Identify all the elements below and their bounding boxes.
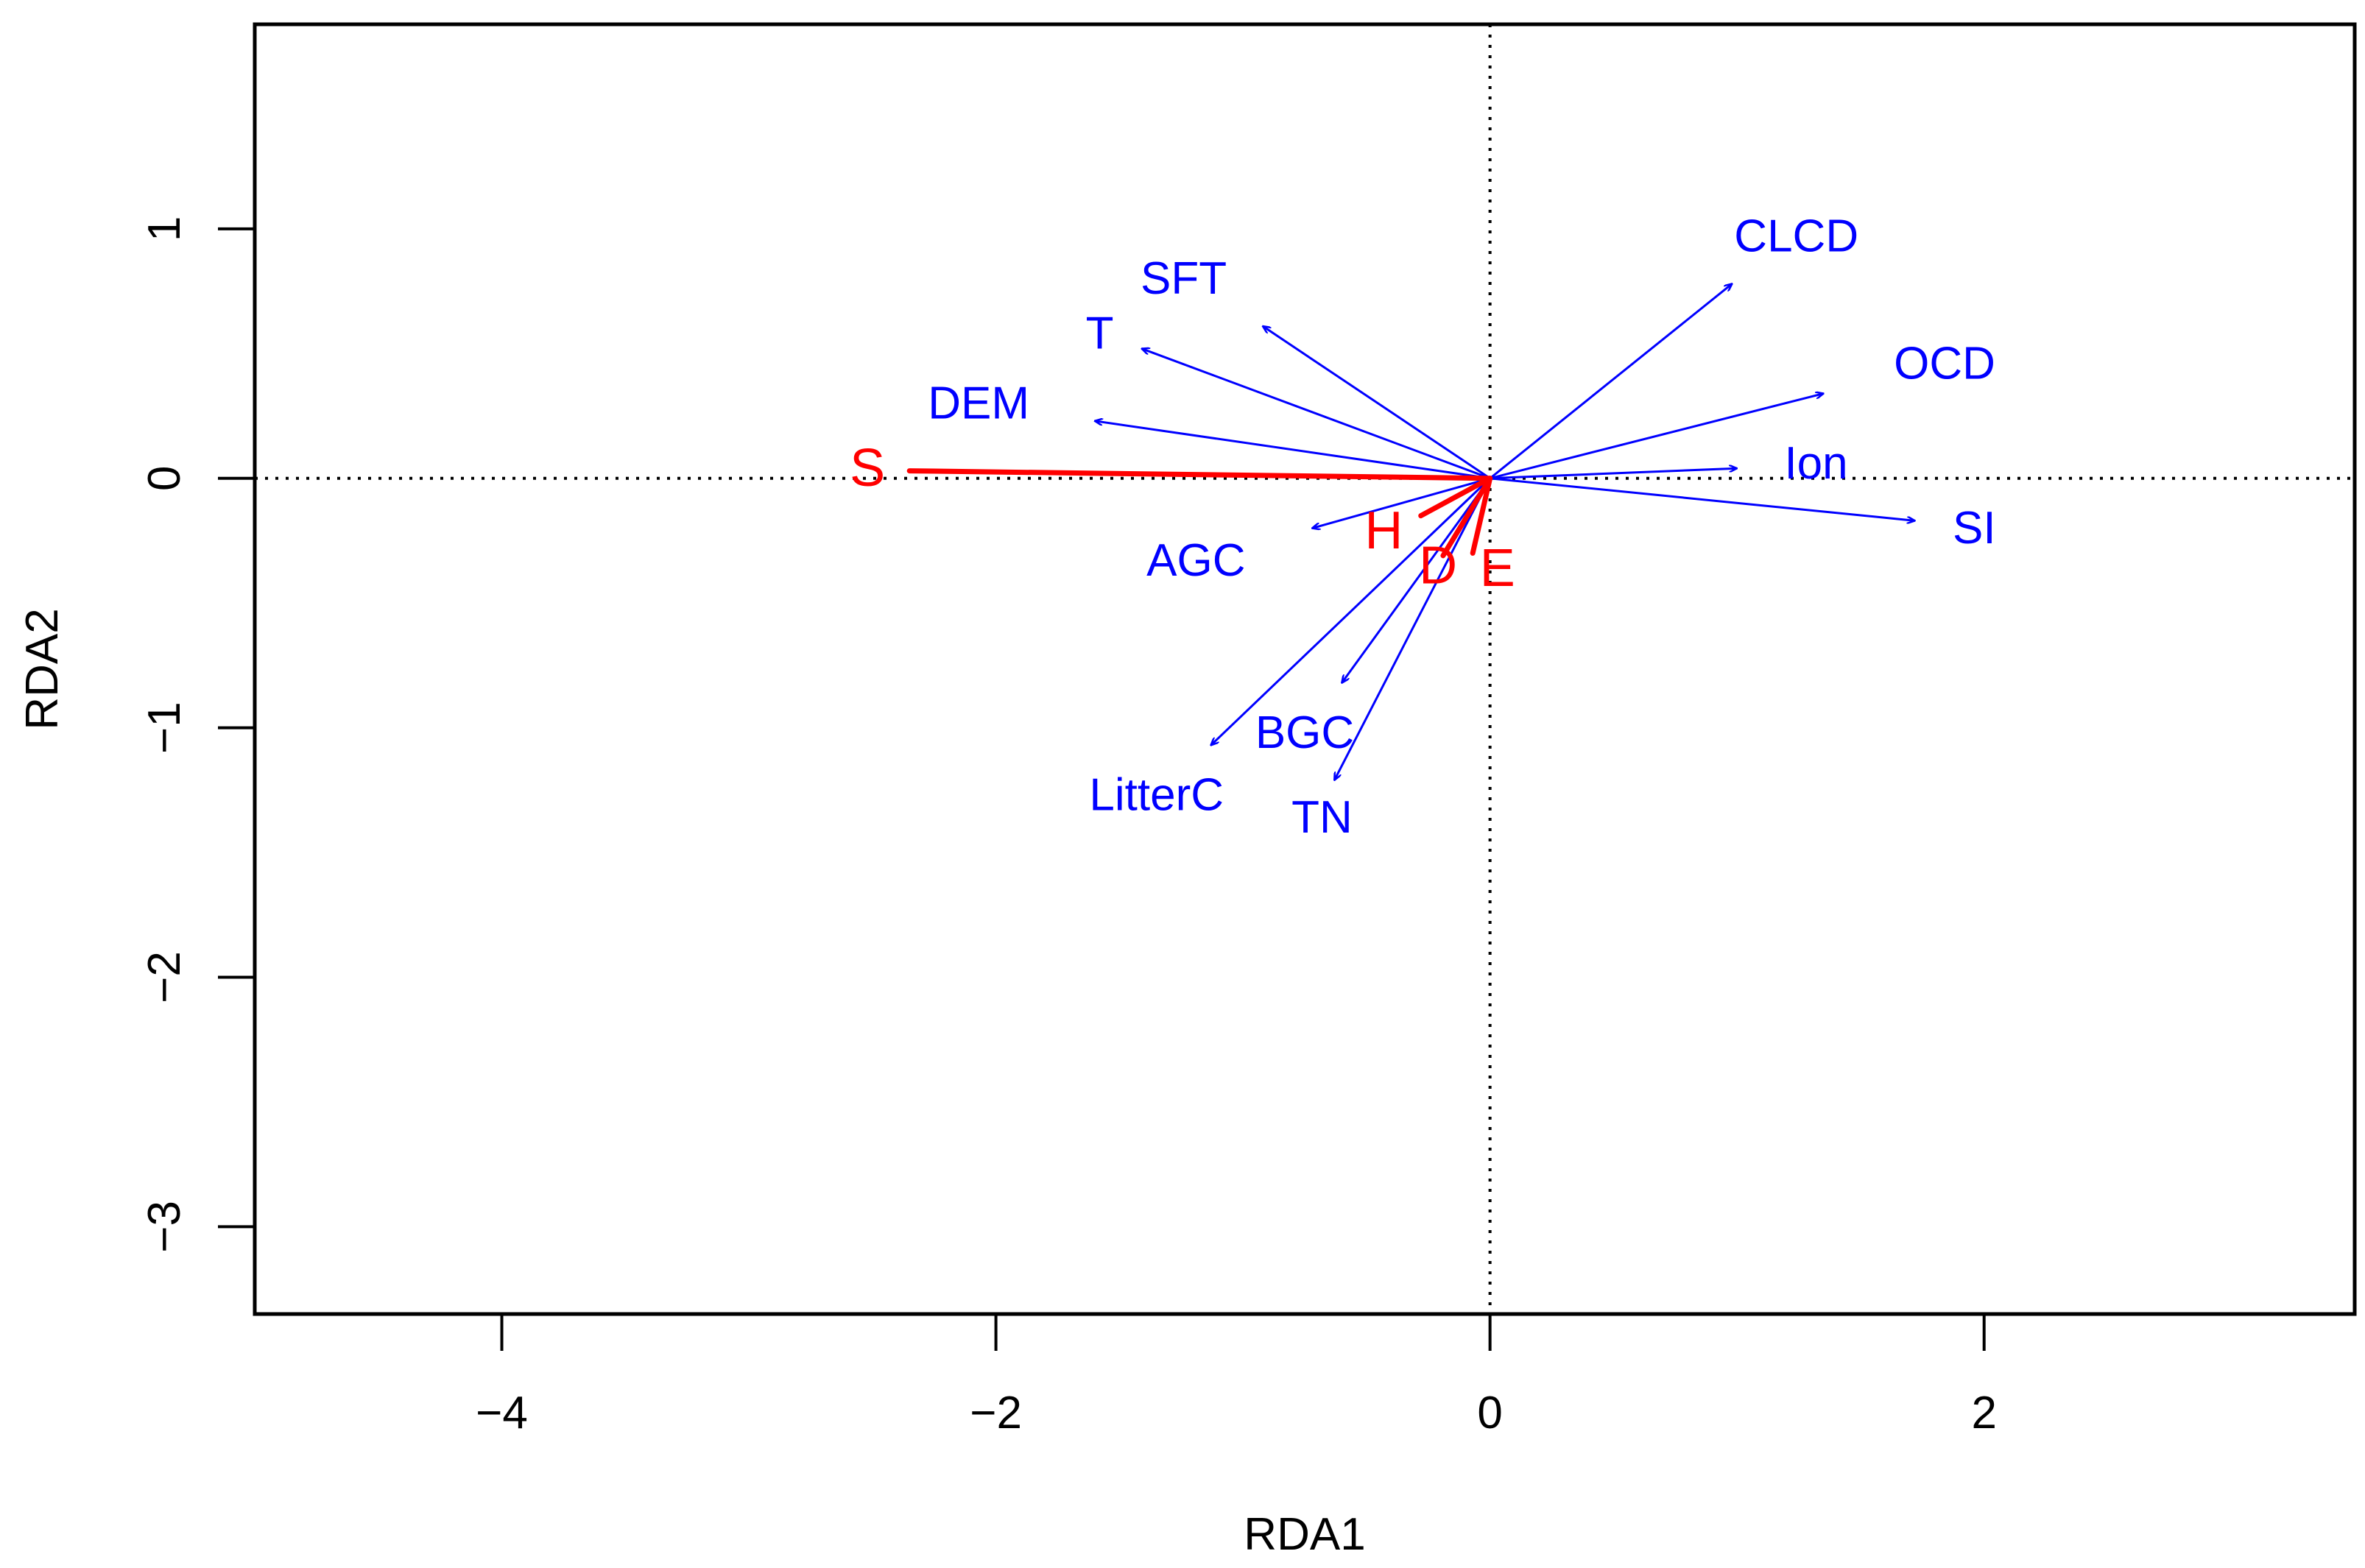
arrow-h <box>1418 476 1493 519</box>
x-tick-label: −4 <box>476 1388 528 1438</box>
label-t: T <box>1086 308 1114 359</box>
arrow-bgc <box>1342 477 1491 683</box>
explanatory-labels: CLCD OCD Ion SI SFT T DEM AGC BGC LitterC TN <box>928 211 1995 844</box>
y-tick-label: 1 <box>139 216 190 241</box>
arrow-dem <box>1095 421 1490 480</box>
label-e: E <box>1480 539 1515 598</box>
response-labels: S HD E <box>850 439 1515 598</box>
arrow-si <box>1490 477 1915 521</box>
label-clcd: CLCD <box>1734 211 1858 262</box>
label-h: H <box>1364 501 1403 560</box>
response-arrows <box>906 468 1493 559</box>
arrow-t <box>1142 349 1491 480</box>
arrow-s <box>906 468 1493 481</box>
arrow-ion <box>1490 468 1738 480</box>
arrow-sft <box>1263 326 1491 480</box>
explanatory-arrows <box>1095 283 1915 780</box>
label-si: SI <box>1953 503 1996 554</box>
x-axis: −4 −2 0 2 <box>476 1313 1997 1438</box>
label-bgc: BGC <box>1255 707 1354 758</box>
label-dem: DEM <box>928 378 1029 429</box>
label-s: S <box>850 439 885 498</box>
y-axis-title: RDA2 <box>17 608 68 730</box>
label-d: D <box>1419 536 1457 595</box>
x-tick-label: −2 <box>970 1388 1022 1438</box>
label-sft: SFT <box>1141 253 1227 304</box>
label-ocd: OCD <box>1894 338 1995 389</box>
label-litterc: LitterC <box>1089 770 1224 821</box>
label-agc: AGC <box>1146 535 1245 586</box>
y-tick-label: 0 <box>139 466 190 491</box>
y-tick-label: −3 <box>139 1201 190 1253</box>
label-tn: TN <box>1291 792 1353 843</box>
x-axis-title: RDA1 <box>1244 1509 1365 1560</box>
arrow-d <box>1440 476 1493 559</box>
arrow-clcd <box>1489 283 1733 479</box>
arrow-agc <box>1312 477 1491 529</box>
x-tick-label: 0 <box>1477 1388 1502 1438</box>
plot-frame <box>253 22 2357 1316</box>
y-tick-label: −2 <box>139 951 190 1003</box>
reference-lines <box>255 24 2355 1314</box>
x-tick-label: 2 <box>1971 1388 1996 1438</box>
arrow-litterc <box>1210 477 1491 746</box>
arrow-e <box>1470 476 1493 556</box>
arrow-tn <box>1334 478 1491 780</box>
label-ion: Ion <box>1784 438 1847 489</box>
arrow-ocd <box>1490 394 1824 480</box>
y-tick-label: −1 <box>139 702 190 754</box>
y-axis: −3 −2 −1 0 1 <box>139 216 255 1253</box>
